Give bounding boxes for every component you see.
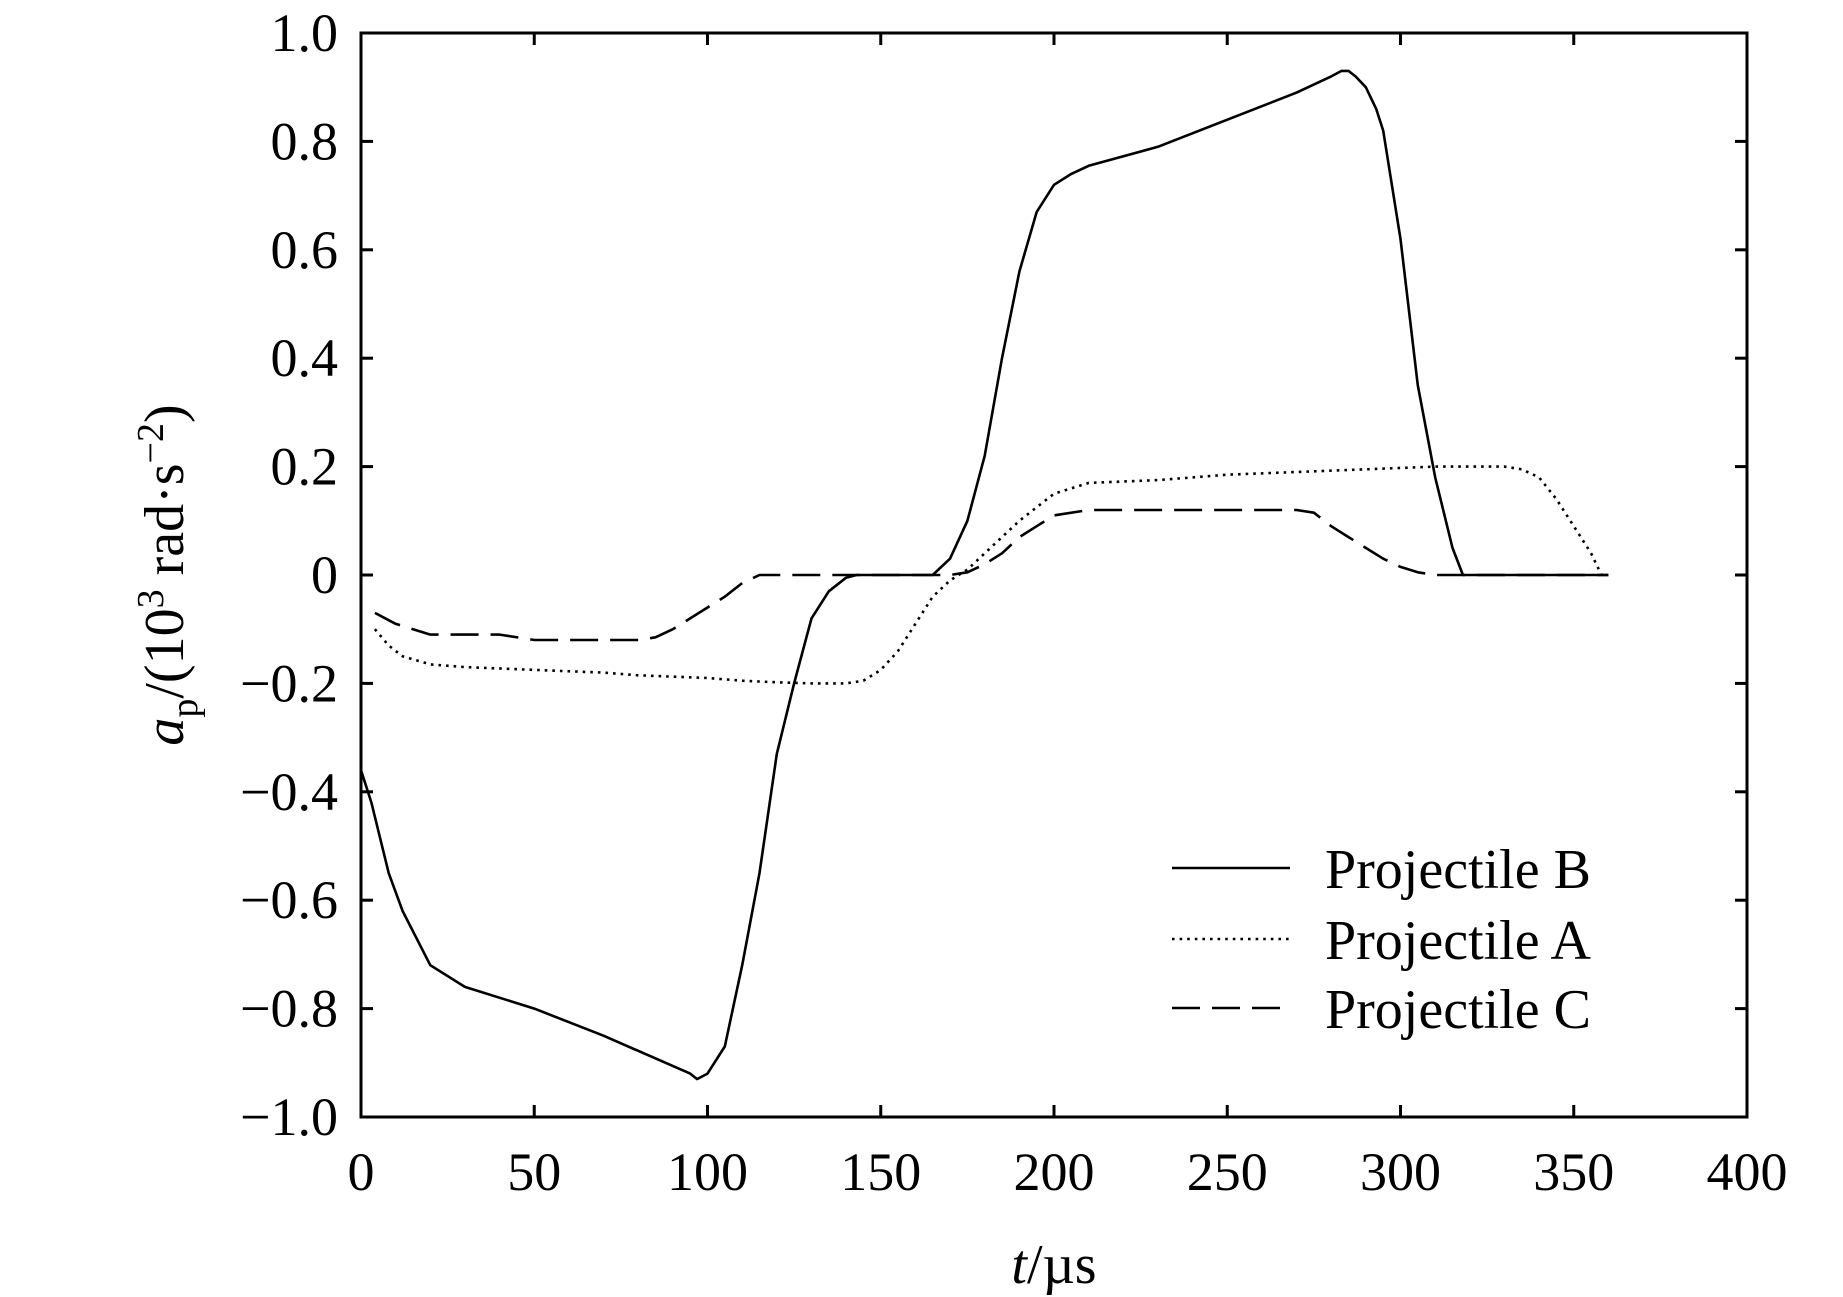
legend-label-projectile-c: Projectile C: [1325, 979, 1591, 1041]
series-line-projectile-a: [373, 465, 1603, 685]
y-tick-label: 0.6: [271, 220, 339, 280]
y-tick-label: −0.4: [240, 762, 338, 822]
x-tick-label: 200: [1014, 1142, 1095, 1202]
y-tick-labels: 1.0 0.8 0.6 0.4 0.2 0 −0.2 −0.4 −0.6 −0.8 −1.0: [240, 3, 338, 1147]
x-tick-label: 250: [1187, 1142, 1268, 1202]
y-tick-label: 0: [311, 545, 338, 605]
legend-label-projectile-a: Projectile A: [1325, 910, 1592, 972]
y-tick-label: 0.4: [271, 328, 339, 388]
x-tick-label: 400: [1707, 1142, 1788, 1202]
y-tick-label: 1.0: [271, 3, 339, 63]
series-layer: [359, 69, 1609, 1081]
series-line-projectile-c: [374, 508, 1609, 642]
y-tick-label: 0.2: [271, 437, 339, 497]
x-tick-labels: 0 50 100 150 200 250 300 350 400: [348, 1142, 1788, 1202]
y-tick-label: −0.8: [240, 979, 338, 1039]
legend: Projectile B Projectile A Projectile C: [1172, 839, 1592, 1041]
x-tick-label: 100: [667, 1142, 748, 1202]
y-tick-label: −0.2: [240, 653, 338, 713]
x-tick-label: 300: [1360, 1142, 1441, 1202]
x-tick-label: 150: [840, 1142, 921, 1202]
legend-label-projectile-b: Projectile B: [1325, 839, 1591, 901]
y-tick-label: −0.6: [240, 870, 338, 930]
y-tick-label: −1.0: [240, 1087, 338, 1147]
x-tick-label: 0: [348, 1142, 375, 1202]
series-line-projectile-b: [359, 69, 1609, 1081]
x-tick-label: 50: [507, 1142, 561, 1202]
y-tick-label: 0.8: [271, 111, 339, 171]
y-axis-title: ap/(103 rad·s−2): [130, 404, 206, 745]
x-axis-title: t/µs: [1011, 1234, 1096, 1296]
ticks-layer: [359, 31, 1749, 1119]
x-tick-label: 350: [1533, 1142, 1614, 1202]
